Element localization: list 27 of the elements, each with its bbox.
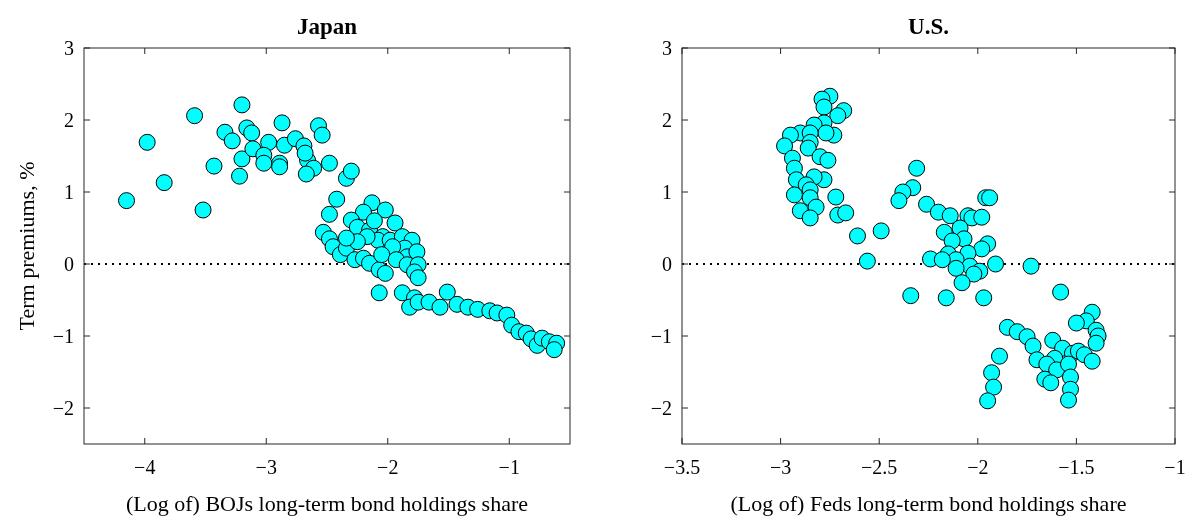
y-tick-label: 2 [64, 109, 74, 131]
x-tick-label: −2 [967, 456, 989, 478]
y-tick-label: 3 [662, 37, 672, 59]
x-tick-label: −2 [377, 456, 399, 478]
x-tick-label: −3 [255, 456, 277, 478]
x-axis-title: (Log of) Feds long-term bond holdings share [730, 491, 1127, 516]
y-tick-label: 3 [64, 37, 74, 59]
x-tick-label: −4 [134, 456, 156, 478]
chart-title: U.S. [908, 14, 949, 39]
x-axis-title: (Log of) BOJs long-term bond holdings share [125, 491, 529, 516]
y-tick-label: −1 [650, 325, 672, 347]
y-tick-label: −1 [52, 325, 74, 347]
y-tick-label: −2 [650, 397, 672, 419]
y-tick-label: 1 [64, 181, 74, 203]
y-tick-label: −2 [52, 397, 74, 419]
y-axis-title: Term premiums, % [14, 161, 39, 331]
x-tick-label: −1 [1164, 456, 1186, 478]
x-tick-label: −3 [769, 456, 792, 478]
y-tick-label: 0 [64, 253, 74, 275]
y-tick-label: 2 [662, 109, 672, 131]
x-tick-label: −3.5 [663, 456, 701, 478]
chart-title: Japan [296, 14, 358, 39]
x-tick-label: −1.5 [1058, 456, 1095, 478]
y-tick-label: 1 [662, 181, 672, 203]
x-tick-label: −2.5 [861, 456, 898, 478]
y-tick-label: 0 [662, 253, 672, 275]
x-tick-label: −1 [498, 456, 520, 478]
